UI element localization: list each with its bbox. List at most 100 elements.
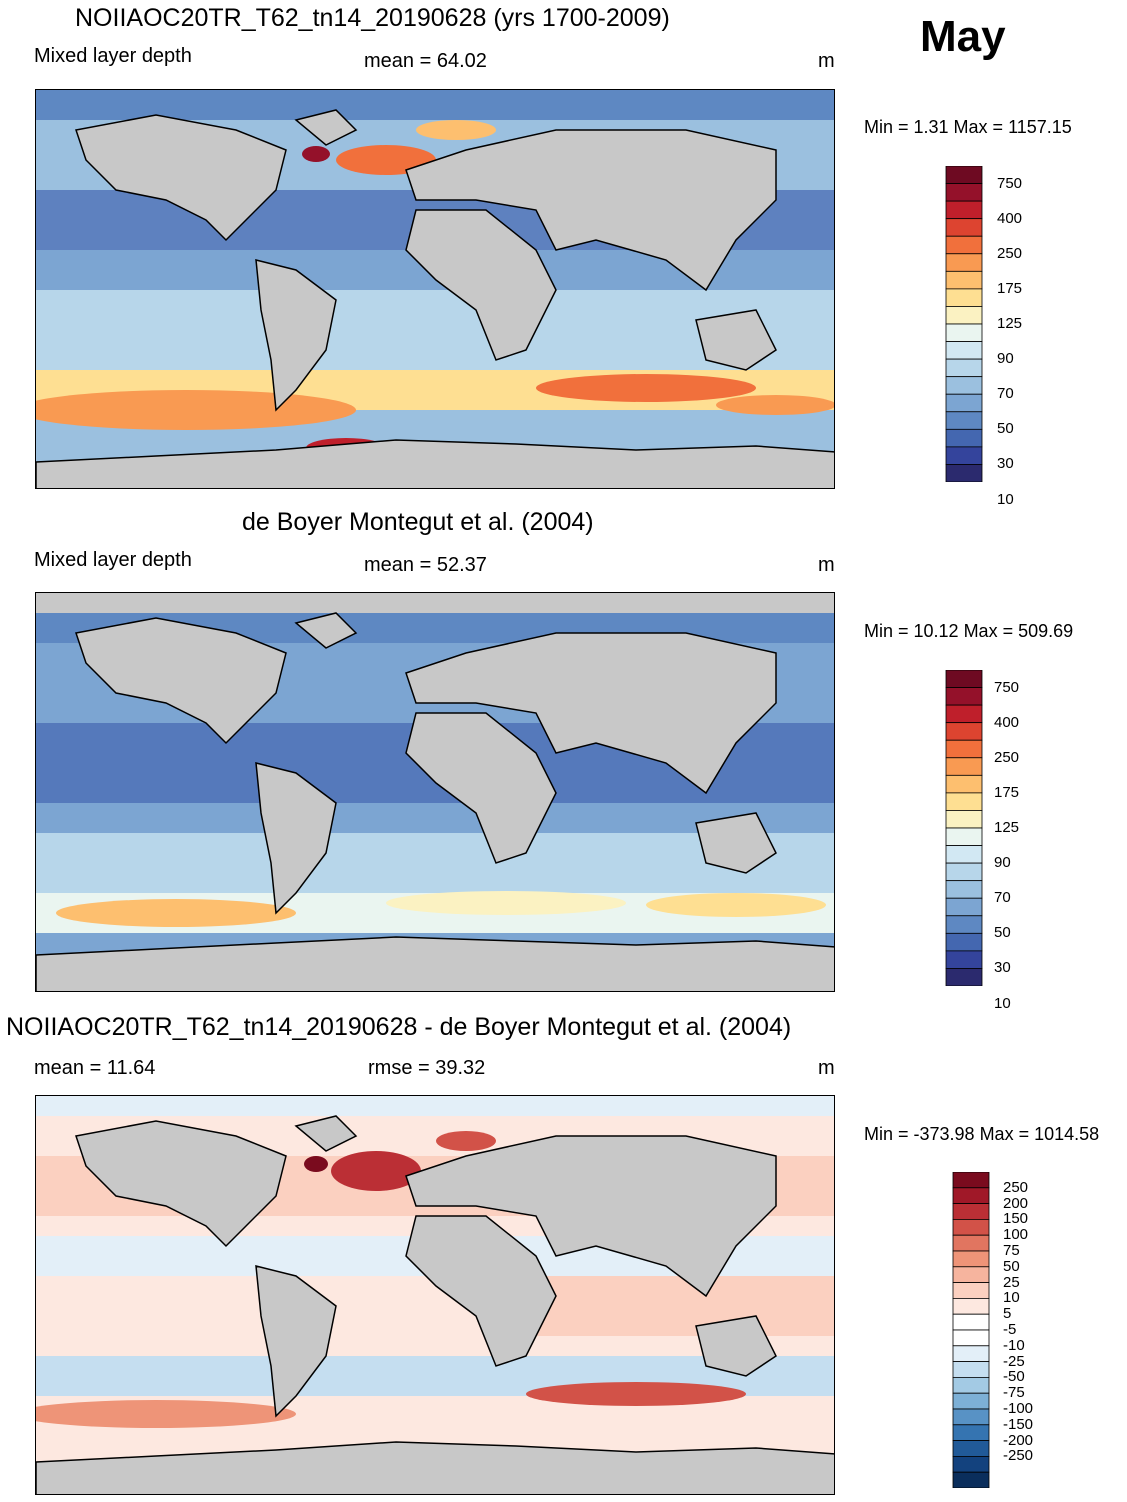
- colorbar-swatch: [945, 792, 983, 811]
- colorbar-swatch: [952, 1171, 990, 1189]
- colorbar-swatch: [945, 341, 983, 360]
- colorbar-tick-label: 125: [994, 819, 1020, 836]
- colorbar-swatch: [945, 932, 983, 952]
- panel-1-colorbar: [945, 165, 985, 487]
- panel-1-map: [35, 89, 835, 489]
- panel-1-units: m: [818, 50, 835, 72]
- colorbar-tick-label: 175: [994, 783, 1020, 801]
- colorbar-swatch: [952, 1440, 990, 1457]
- colorbar-swatch: [945, 827, 983, 846]
- panel-3-title: NOIIAOC20TR_T62_tn14_20190628 - de Boyer…: [6, 1013, 792, 1041]
- colorbar-swatch: [952, 1392, 990, 1410]
- colorbar-swatch: [952, 1455, 990, 1473]
- colorbar-swatch: [952, 1471, 990, 1489]
- panel-3-map: [35, 1095, 835, 1495]
- colorbar-swatch: [945, 200, 983, 220]
- panel-3-map-graphic: [36, 1096, 834, 1494]
- panel-3-colorbar-swatches: [952, 1171, 990, 1489]
- colorbar-swatch: [945, 411, 983, 430]
- panel-3-units: m: [818, 1057, 835, 1079]
- panel-1-variable-label: Mixed layer depth: [34, 45, 192, 67]
- colorbar-tick-label: 10: [997, 490, 1014, 508]
- colorbar-swatch: [945, 165, 983, 184]
- colorbar-swatch: [952, 1282, 990, 1299]
- panel-1-minmax: Min = 1.31 Max = 1157.15: [864, 117, 1072, 137]
- colorbar-tick-label: -250: [1003, 1447, 1034, 1465]
- colorbar-swatch: [945, 235, 983, 255]
- colorbar-tick-label: 30: [997, 455, 1014, 473]
- colorbar-swatch: [952, 1187, 990, 1205]
- colorbar-swatch: [952, 1219, 990, 1236]
- colorbar-swatch: [945, 288, 983, 307]
- colorbar-tick-label: 10: [1003, 1289, 1020, 1307]
- panel-2-minmax: Min = 10.12 Max = 509.69: [864, 621, 1074, 641]
- colorbar-tick-label: 25: [1003, 1273, 1020, 1291]
- colorbar-swatch: [945, 757, 983, 776]
- panel-1-colorbar-swatches: [945, 165, 983, 483]
- colorbar-swatch: [945, 897, 983, 917]
- panel-1-map-graphic: [36, 90, 834, 488]
- colorbar-tick-label: -150: [1003, 1415, 1034, 1433]
- colorbar-swatch: [945, 253, 983, 272]
- panel-2-title: de Boyer Montegut et al. (2004): [242, 508, 594, 536]
- colorbar-tick-label: 150: [1003, 1210, 1029, 1228]
- colorbar-tick-label: 125: [997, 315, 1023, 332]
- colorbar-swatch: [945, 722, 983, 741]
- colorbar-swatch: [945, 218, 983, 237]
- colorbar-swatch: [945, 739, 983, 759]
- colorbar-swatch: [952, 1361, 990, 1378]
- colorbar-swatch: [945, 669, 983, 688]
- panel-2-map-graphic: [36, 593, 834, 991]
- panel-2-variable-label: Mixed layer depth: [34, 549, 192, 571]
- colorbar-swatch: [945, 464, 983, 483]
- colorbar-swatch: [945, 862, 983, 882]
- colorbar-tick-label: 5: [1003, 1305, 1012, 1323]
- panel-2-mean-label: mean = 52.37: [364, 554, 487, 576]
- colorbar-tick-label: 400: [994, 713, 1020, 731]
- colorbar-swatch: [945, 323, 983, 342]
- colorbar-swatch: [952, 1329, 990, 1347]
- panel-1-mean-label: mean = 64.02: [364, 50, 487, 72]
- colorbar-swatch: [952, 1424, 990, 1442]
- panel-1-title: NOIIAOC20TR_T62_tn14_20190628 (yrs 1700-…: [75, 4, 670, 32]
- colorbar-swatch: [945, 446, 983, 465]
- colorbar-tick-label: -10: [1003, 1336, 1025, 1354]
- colorbar-swatch: [945, 810, 983, 829]
- month-label: May: [920, 12, 1006, 61]
- panel-2-units: m: [818, 554, 835, 576]
- colorbar-swatch: [945, 968, 983, 987]
- colorbar-tick-label: -100: [1003, 1400, 1034, 1417]
- colorbar-swatch: [952, 1266, 990, 1284]
- panel-3-mean-label: mean = 11.64: [34, 1057, 156, 1079]
- colorbar-swatch: [945, 270, 983, 290]
- colorbar-tick-label: 175: [997, 279, 1023, 297]
- colorbar-tick-label: 100: [1003, 1226, 1029, 1244]
- colorbar-tick-label: 750: [994, 678, 1020, 696]
- colorbar-tick-label: 10: [994, 994, 1011, 1012]
- colorbar-swatch: [945, 845, 983, 864]
- colorbar-swatch: [945, 687, 983, 706]
- colorbar-swatch: [952, 1203, 990, 1220]
- colorbar-swatch: [945, 950, 983, 969]
- panel-2-map: [35, 592, 835, 992]
- colorbar-tick-label: 70: [994, 889, 1011, 907]
- panel-2-colorbar-swatches: [945, 669, 983, 987]
- colorbar-tick-label: -50: [1003, 1368, 1025, 1386]
- colorbar-tick-label: 30: [994, 959, 1011, 977]
- panel-3-colorbar: [952, 1171, 992, 1493]
- colorbar-tick-label: 50: [1003, 1257, 1020, 1275]
- colorbar-tick-label: 250: [994, 748, 1020, 766]
- colorbar-swatch: [952, 1408, 990, 1426]
- colorbar-tick-label: -200: [1003, 1431, 1034, 1449]
- colorbar-tick-label: 50: [997, 420, 1014, 438]
- colorbar-swatch: [952, 1298, 990, 1315]
- colorbar-swatch: [945, 704, 983, 724]
- colorbar-swatch: [945, 358, 983, 378]
- colorbar-swatch: [945, 774, 983, 794]
- colorbar-swatch: [952, 1250, 990, 1268]
- colorbar-swatch: [945, 915, 983, 934]
- colorbar-tick-label: 90: [994, 854, 1011, 872]
- colorbar-tick-label: 70: [997, 385, 1014, 403]
- panel-2-colorbar: [945, 669, 985, 991]
- colorbar-tick-label: 400: [997, 209, 1023, 227]
